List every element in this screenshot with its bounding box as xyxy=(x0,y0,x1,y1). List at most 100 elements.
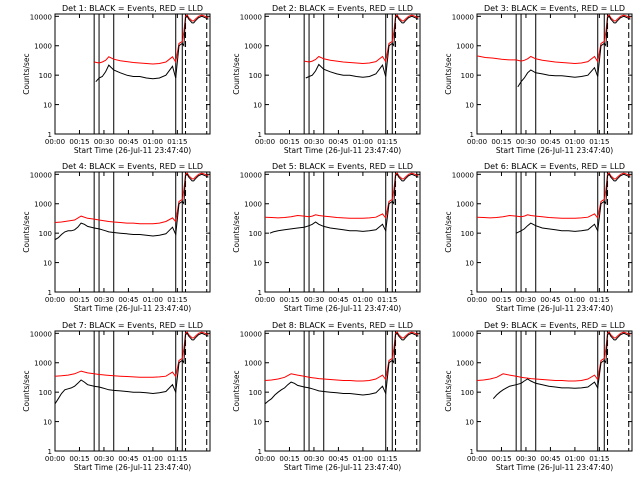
x-tick-label: 00:15 xyxy=(279,138,299,146)
x-axis-label: Start Time (26-Jul-11 23:47:40) xyxy=(74,304,191,313)
y-tick-label: 1 xyxy=(48,289,52,297)
x-tick-label: 00:15 xyxy=(69,455,89,463)
panel-det-6: 1 10 100 1000 10000 00:00 00:15 00:30 00:45 01:00… xyxy=(444,162,633,313)
x-tick-label: 00:15 xyxy=(69,138,89,146)
y-tick-label: 1 xyxy=(470,131,474,139)
panel-title: Det 2: BLACK = Events, RED = LLD xyxy=(272,4,413,13)
x-tick-label: 00:00 xyxy=(45,296,65,304)
y-tick-label: 10000 xyxy=(30,13,52,21)
x-tick-label: 00:00 xyxy=(255,296,275,304)
x-axis-label: Start Time (26-Jul-11 23:47:40) xyxy=(496,146,613,155)
x-tick-label: 01:15 xyxy=(167,455,187,463)
y-tick-label: 1000 xyxy=(456,201,474,209)
x-tick-label: 00:30 xyxy=(94,455,114,463)
panel-title: Det 8: BLACK = Events, RED = LLD xyxy=(272,321,413,330)
y-tick-label: 10000 xyxy=(30,171,52,179)
x-tick-label: 00:30 xyxy=(94,138,114,146)
x-axis-label: Start Time (26-Jul-11 23:47:40) xyxy=(284,463,401,472)
x-tick-label: 01:00 xyxy=(353,138,373,146)
plot-frame xyxy=(264,171,421,293)
x-tick-label: 00:45 xyxy=(118,296,138,304)
x-tick-label: 00:45 xyxy=(328,138,348,146)
y-tick-label: 100 xyxy=(39,389,52,397)
x-tick-label: 00:15 xyxy=(279,296,299,304)
x-tick-label: 01:15 xyxy=(167,138,187,146)
events-series-line xyxy=(515,173,631,234)
x-tick-label: 00:00 xyxy=(45,138,65,146)
panel-det-7: 1 10 100 1000 10000 00:00 00:15 00:30 00:45 01:00… xyxy=(22,321,211,472)
x-tick-label: 01:15 xyxy=(377,296,397,304)
y-tick-label: 10000 xyxy=(452,330,474,338)
y-tick-label: 1 xyxy=(48,448,52,456)
y-axis-label: Counts/sec xyxy=(232,211,241,252)
y-tick-label: 1 xyxy=(258,448,262,456)
x-tick-label: 00:00 xyxy=(255,455,275,463)
y-tick-label: 10000 xyxy=(240,171,262,179)
events-series-line xyxy=(95,15,209,83)
y-tick-label: 1000 xyxy=(34,43,52,51)
y-tick-label: 10 xyxy=(253,102,262,110)
y-tick-label: 100 xyxy=(461,389,474,397)
y-tick-label: 100 xyxy=(249,389,262,397)
y-tick-label: 10000 xyxy=(240,330,262,338)
lld-series-line xyxy=(304,14,419,65)
y-tick-label: 1 xyxy=(470,448,474,456)
x-axis-label: Start Time (26-Jul-11 23:47:40) xyxy=(496,304,613,313)
x-tick-label: 01:15 xyxy=(377,455,397,463)
y-tick-label: 10000 xyxy=(452,171,474,179)
x-tick-label: 00:30 xyxy=(304,455,324,463)
y-axis-label: Counts/sec xyxy=(444,53,453,94)
x-tick-label: 00:15 xyxy=(491,138,511,146)
x-axis-label: Start Time (26-Jul-11 23:47:40) xyxy=(496,463,613,472)
x-tick-label: 00:30 xyxy=(304,296,324,304)
x-tick-label: 00:45 xyxy=(118,138,138,146)
y-tick-label: 1 xyxy=(258,289,262,297)
x-tick-label: 01:15 xyxy=(589,296,609,304)
lld-series-line xyxy=(264,331,419,382)
x-axis-label: Start Time (26-Jul-11 23:47:40) xyxy=(284,304,401,313)
x-tick-label: 01:15 xyxy=(167,296,187,304)
panel-det-1: 1 10 100 1000 10000 00:00 00:15 00:30 00:45 01:00… xyxy=(22,4,211,155)
x-tick-label: 00:00 xyxy=(255,138,275,146)
x-tick-label: 00:15 xyxy=(69,296,89,304)
y-tick-label: 100 xyxy=(461,230,474,238)
x-tick-label: 01:15 xyxy=(589,455,609,463)
plot-frame xyxy=(476,171,633,293)
y-axis-label: Counts/sec xyxy=(22,370,31,411)
x-tick-label: 01:00 xyxy=(353,296,373,304)
y-tick-label: 10000 xyxy=(452,13,474,21)
y-tick-label: 10 xyxy=(253,419,262,427)
panel-title: Det 1: BLACK = Events, RED = LLD xyxy=(62,4,203,13)
x-tick-label: 01:00 xyxy=(565,138,585,146)
y-tick-label: 1000 xyxy=(34,201,52,209)
plot-frame xyxy=(54,330,211,452)
y-axis-label: Counts/sec xyxy=(232,370,241,411)
lld-series-line xyxy=(476,14,631,65)
lld-series-line xyxy=(476,331,631,382)
panel-title: Det 9: BLACK = Events, RED = LLD xyxy=(484,321,625,330)
y-tick-label: 10 xyxy=(253,260,262,268)
plot-frame xyxy=(476,13,633,135)
x-tick-label: 00:15 xyxy=(491,296,511,304)
y-tick-label: 1000 xyxy=(456,43,474,51)
lld-series-line xyxy=(54,331,209,378)
x-tick-label: 01:00 xyxy=(143,138,163,146)
x-tick-label: 00:15 xyxy=(491,455,511,463)
x-axis-label: Start Time (26-Jul-11 23:47:40) xyxy=(284,146,401,155)
y-tick-label: 10000 xyxy=(30,330,52,338)
y-tick-label: 10 xyxy=(465,102,474,110)
panel-det-9: 1 10 100 1000 10000 00:00 00:15 00:30 00:45 01:00… xyxy=(444,321,633,472)
x-tick-label: 00:45 xyxy=(118,455,138,463)
x-axis-label: Start Time (26-Jul-11 23:47:40) xyxy=(74,463,191,472)
y-tick-label: 100 xyxy=(39,72,52,80)
x-tick-label: 01:15 xyxy=(377,138,397,146)
x-tick-label: 00:15 xyxy=(279,455,299,463)
y-tick-label: 100 xyxy=(249,72,262,80)
y-tick-label: 10 xyxy=(465,260,474,268)
x-tick-label: 00:30 xyxy=(94,296,114,304)
events-series-line xyxy=(54,332,209,405)
plot-frame xyxy=(264,13,421,135)
events-series-line xyxy=(54,173,209,241)
panel-title: Det 4: BLACK = Events, RED = LLD xyxy=(62,162,203,171)
